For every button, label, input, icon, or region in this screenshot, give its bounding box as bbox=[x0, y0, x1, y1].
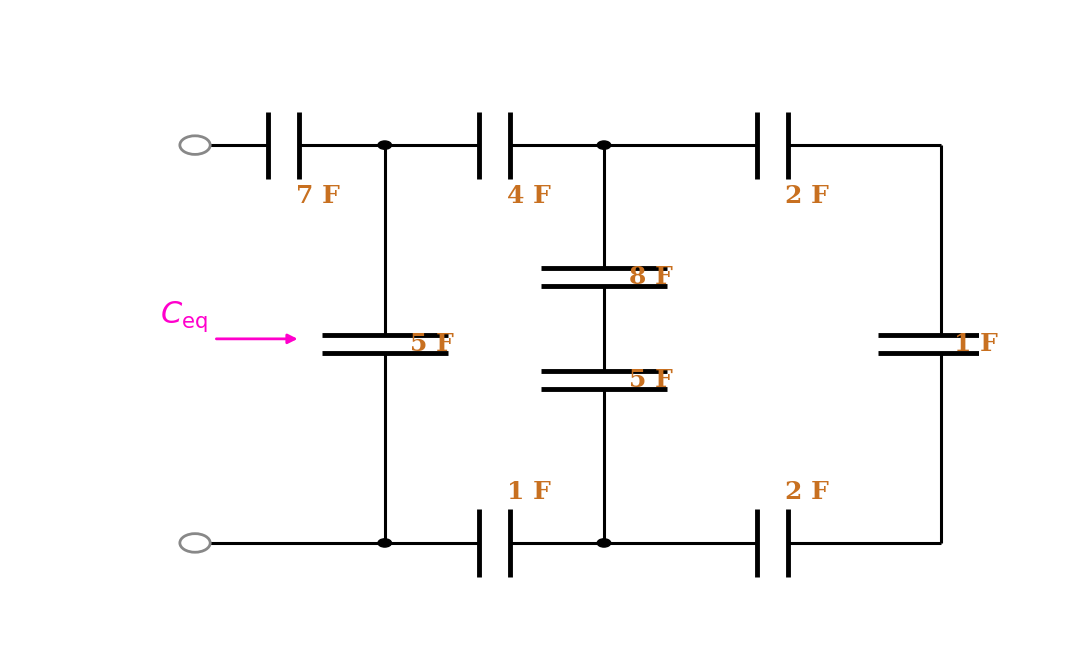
Text: 1 F: 1 F bbox=[954, 332, 998, 356]
Circle shape bbox=[180, 136, 210, 154]
Circle shape bbox=[180, 533, 210, 552]
Text: 8 F: 8 F bbox=[629, 265, 673, 289]
Text: 5 F: 5 F bbox=[629, 368, 673, 392]
Text: 2 F: 2 F bbox=[786, 480, 829, 504]
Circle shape bbox=[378, 141, 392, 149]
Text: 2 F: 2 F bbox=[786, 184, 829, 208]
Text: $C_{\mathrm{eq}}$: $C_{\mathrm{eq}}$ bbox=[160, 299, 208, 333]
Text: 1 F: 1 F bbox=[507, 480, 551, 504]
Text: 4 F: 4 F bbox=[507, 184, 551, 208]
Circle shape bbox=[597, 539, 610, 547]
Circle shape bbox=[378, 539, 392, 547]
Text: 7 F: 7 F bbox=[296, 184, 341, 208]
Circle shape bbox=[597, 141, 610, 149]
Text: 5 F: 5 F bbox=[410, 332, 454, 356]
